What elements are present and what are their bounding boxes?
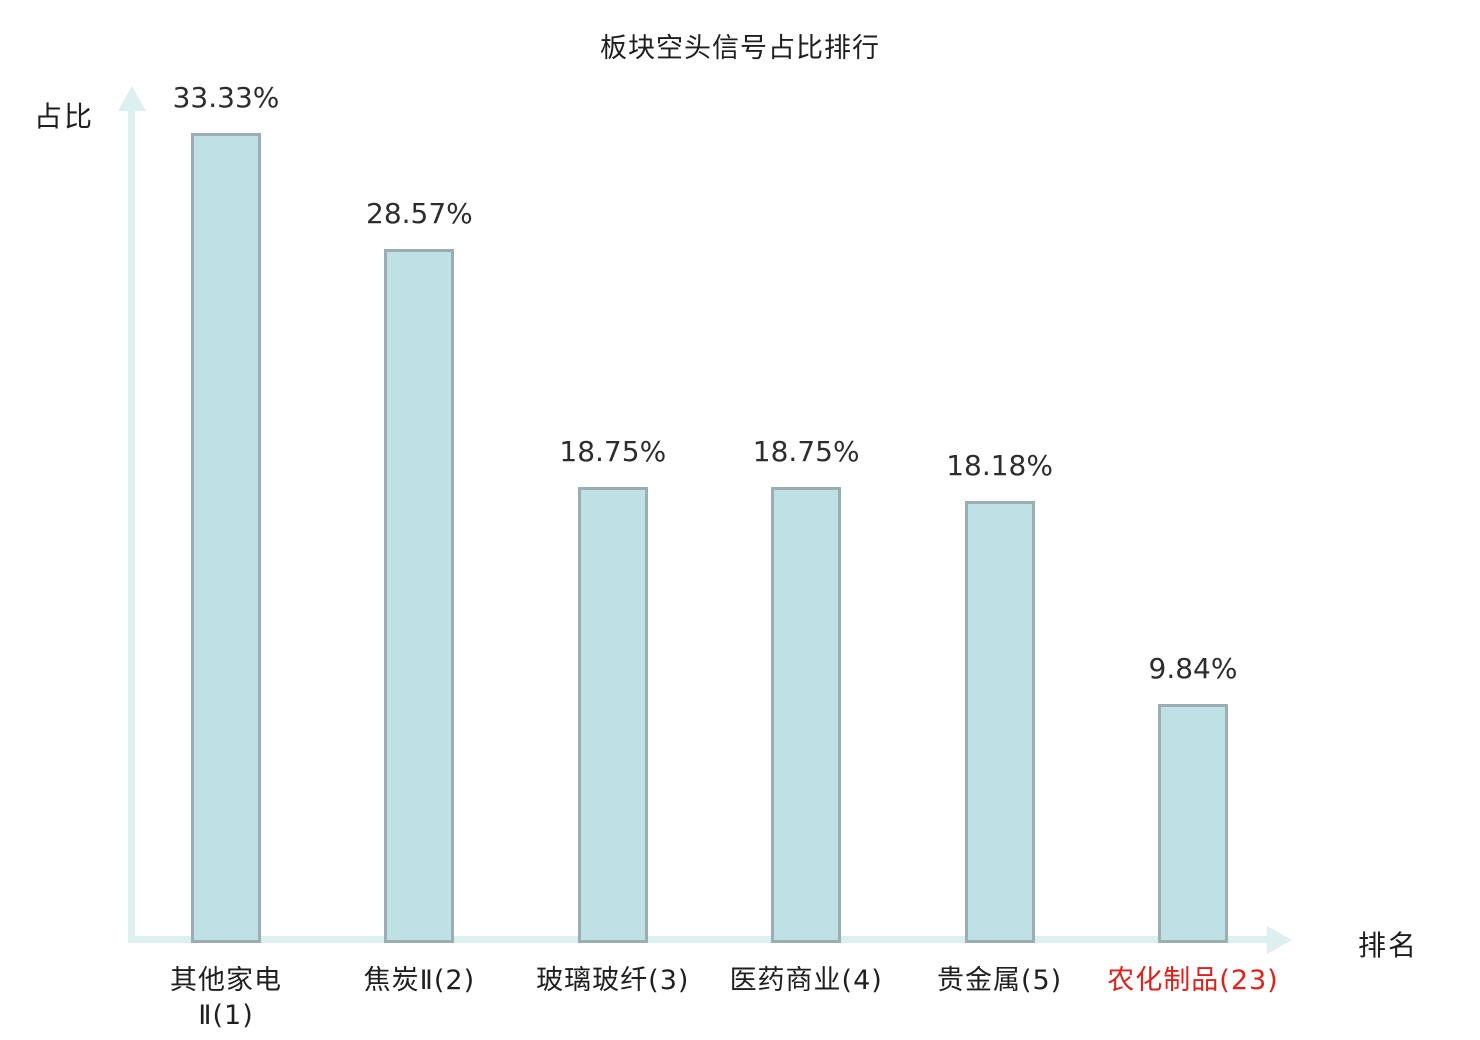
bar-value-label: 33.33% — [172, 81, 280, 114]
bar — [384, 249, 455, 943]
x-axis-arrow-icon — [1267, 926, 1292, 954]
y-axis-line — [128, 104, 135, 943]
y-axis-arrow-icon — [118, 86, 146, 111]
bar-category-label: 农化制品(23) — [1107, 965, 1279, 996]
bar-value-label: 18.75% — [559, 435, 667, 468]
bar-value-label: 18.18% — [946, 449, 1053, 482]
bar-category-label: 其他家电 Ⅱ(1) — [170, 965, 282, 1031]
bar-category-label: 贵金属(5) — [936, 965, 1063, 996]
y-axis-label: 占比 — [34, 100, 95, 133]
bar-category-label: 医药商业(4) — [729, 965, 883, 996]
bar-category-label: 玻璃玻纤(3) — [536, 965, 690, 996]
bar-category-label: 焦炭Ⅱ(2) — [363, 965, 476, 996]
bar — [577, 487, 648, 943]
bar — [1158, 704, 1228, 943]
bar-value-label: 9.84% — [1148, 652, 1238, 685]
bar — [771, 487, 842, 943]
x-axis-line — [128, 936, 1268, 943]
chart-title: 板块空头信号占比排行 — [600, 33, 880, 64]
x-axis-label: 排名 — [1358, 929, 1419, 962]
bar-value-label: 28.57% — [366, 197, 473, 230]
bar-value-label: 18.75% — [752, 435, 860, 468]
bar — [964, 501, 1035, 943]
bar — [191, 133, 261, 943]
